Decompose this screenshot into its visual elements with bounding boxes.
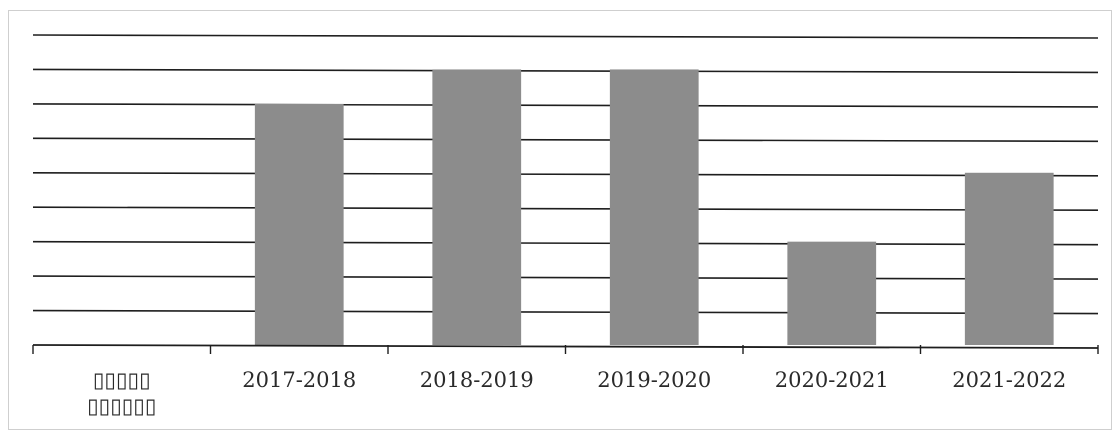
grid-line (32, 137, 1099, 143)
grid-lines (32, 34, 1099, 315)
grid-line (32, 34, 1099, 39)
grid-line (32, 103, 1099, 108)
x-axis (32, 344, 1099, 354)
grid-line (32, 68, 1099, 74)
x-tick-label: ▯▯▯▯▯ ▯▯▯▯▯▯ (87, 368, 156, 418)
x-tick-label: 2019-2020 (597, 368, 711, 392)
bar (609, 69, 699, 345)
grid-line (32, 206, 1099, 212)
x-tick-label: 2021-2022 (952, 368, 1066, 392)
bars (254, 69, 1054, 345)
x-tick-label: 2017-2018 (242, 368, 356, 392)
grid-line (32, 275, 1099, 280)
bar (787, 241, 877, 345)
grid-line (32, 309, 1099, 315)
bar (254, 103, 344, 345)
grid-line (32, 171, 1099, 177)
chart-frame (8, 10, 1112, 430)
x-tick-label: 2020-2021 (775, 368, 889, 392)
grid-line (32, 240, 1099, 246)
x-tick-labels: ▯▯▯▯▯ ▯▯▯▯▯▯ 2017-2018 2018-2019 2019-2020 20… (87, 368, 1066, 418)
x-tick-label: 2018-2019 (420, 368, 534, 392)
bar (432, 69, 522, 345)
bar (964, 172, 1054, 345)
